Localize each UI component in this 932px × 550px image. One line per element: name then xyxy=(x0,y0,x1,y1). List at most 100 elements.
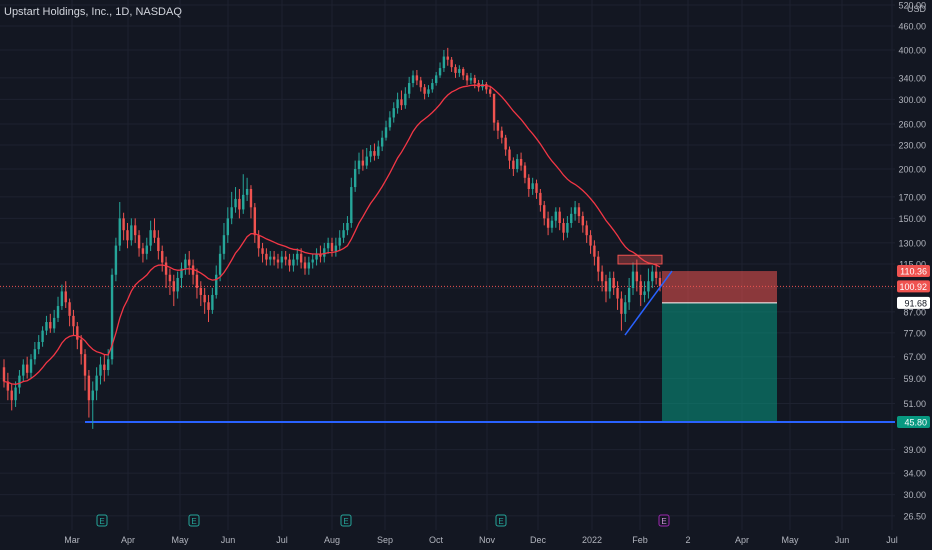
candle-body xyxy=(276,259,280,263)
candle xyxy=(284,251,287,266)
candle xyxy=(269,251,272,266)
candle-body xyxy=(79,339,83,355)
candle xyxy=(465,72,469,86)
time-tick-label: Jun xyxy=(221,535,236,545)
candle-body xyxy=(14,387,17,401)
candle-body xyxy=(458,69,461,73)
candle xyxy=(616,281,619,310)
candle xyxy=(508,146,511,169)
candle-body xyxy=(222,235,226,254)
candle-body xyxy=(523,165,527,178)
candle xyxy=(627,277,631,310)
candle-body xyxy=(392,108,395,118)
candle xyxy=(361,149,365,171)
candle xyxy=(145,237,148,260)
candle xyxy=(118,202,121,252)
candle xyxy=(423,84,426,100)
candle xyxy=(539,188,542,212)
candle-body xyxy=(558,211,561,224)
candle-body xyxy=(64,291,67,303)
price-tick-label: 30.00 xyxy=(903,490,926,500)
candle xyxy=(261,242,264,263)
candle xyxy=(33,341,37,365)
price-tick-label: 400.00 xyxy=(898,46,926,56)
candle xyxy=(2,359,6,388)
price-tick-label: 67.00 xyxy=(903,352,926,362)
candle xyxy=(400,90,403,111)
candle xyxy=(280,251,284,269)
time-tick-label: May xyxy=(171,535,189,545)
candle xyxy=(597,251,600,282)
candle-body xyxy=(419,80,422,88)
candle xyxy=(292,253,295,272)
candle-body xyxy=(562,223,565,233)
candle-body xyxy=(60,291,64,307)
candle-body xyxy=(411,75,415,84)
candle-body xyxy=(87,375,91,401)
candle xyxy=(604,274,608,303)
candle xyxy=(396,92,399,114)
candle xyxy=(307,256,311,275)
candles xyxy=(2,47,662,429)
candle xyxy=(589,230,592,254)
candle-body xyxy=(581,216,585,226)
candle-body xyxy=(643,291,646,295)
candle-body xyxy=(72,315,75,327)
candle-body xyxy=(292,259,295,266)
candle-body xyxy=(489,89,492,94)
candle xyxy=(369,144,372,163)
earnings-label: E xyxy=(99,517,104,526)
candle xyxy=(68,298,71,327)
candle-body xyxy=(465,75,469,81)
candle xyxy=(52,309,56,333)
candle xyxy=(126,223,129,249)
candle xyxy=(6,372,10,401)
candle-body xyxy=(253,207,257,236)
candle xyxy=(612,271,615,295)
candle-body xyxy=(546,218,550,228)
candle-body xyxy=(369,151,372,157)
candle-body xyxy=(496,122,500,131)
candle xyxy=(651,265,654,288)
earnings-badge xyxy=(188,514,200,527)
time-tick-label: Jun xyxy=(835,535,850,545)
candle-body xyxy=(500,130,503,138)
candle xyxy=(122,212,125,241)
candle xyxy=(512,157,515,176)
candle-body xyxy=(37,341,40,350)
candle-body xyxy=(627,287,631,303)
candle xyxy=(230,191,233,225)
candle-body xyxy=(106,359,110,371)
candle xyxy=(407,76,411,99)
candle-body xyxy=(130,225,133,241)
candle xyxy=(384,120,388,141)
candle-body xyxy=(658,277,662,287)
candle-body xyxy=(434,75,438,84)
candle xyxy=(130,218,133,246)
earnings-label: E xyxy=(343,517,348,526)
earnings-marker: E xyxy=(495,514,507,527)
candle-body xyxy=(651,271,654,282)
price-tick-label: 34.00 xyxy=(903,469,926,479)
candle-body xyxy=(195,274,199,288)
candle-body xyxy=(334,245,338,252)
candle xyxy=(492,93,496,131)
candle xyxy=(489,86,492,98)
candle xyxy=(215,265,218,299)
candle xyxy=(265,248,268,266)
candle-body xyxy=(191,265,195,275)
earnings-marker: E xyxy=(658,514,670,527)
time-tick-label: Aug xyxy=(324,535,340,545)
earnings-marker: E xyxy=(188,514,200,527)
stop-loss-zone xyxy=(662,271,777,303)
candle-body xyxy=(126,230,129,241)
candle xyxy=(222,223,226,260)
candle xyxy=(184,253,187,275)
candle-body xyxy=(161,251,164,263)
candle-body xyxy=(33,349,37,360)
candle-body xyxy=(265,253,268,260)
candle xyxy=(315,248,318,266)
candle xyxy=(114,237,118,282)
candle xyxy=(288,253,291,272)
